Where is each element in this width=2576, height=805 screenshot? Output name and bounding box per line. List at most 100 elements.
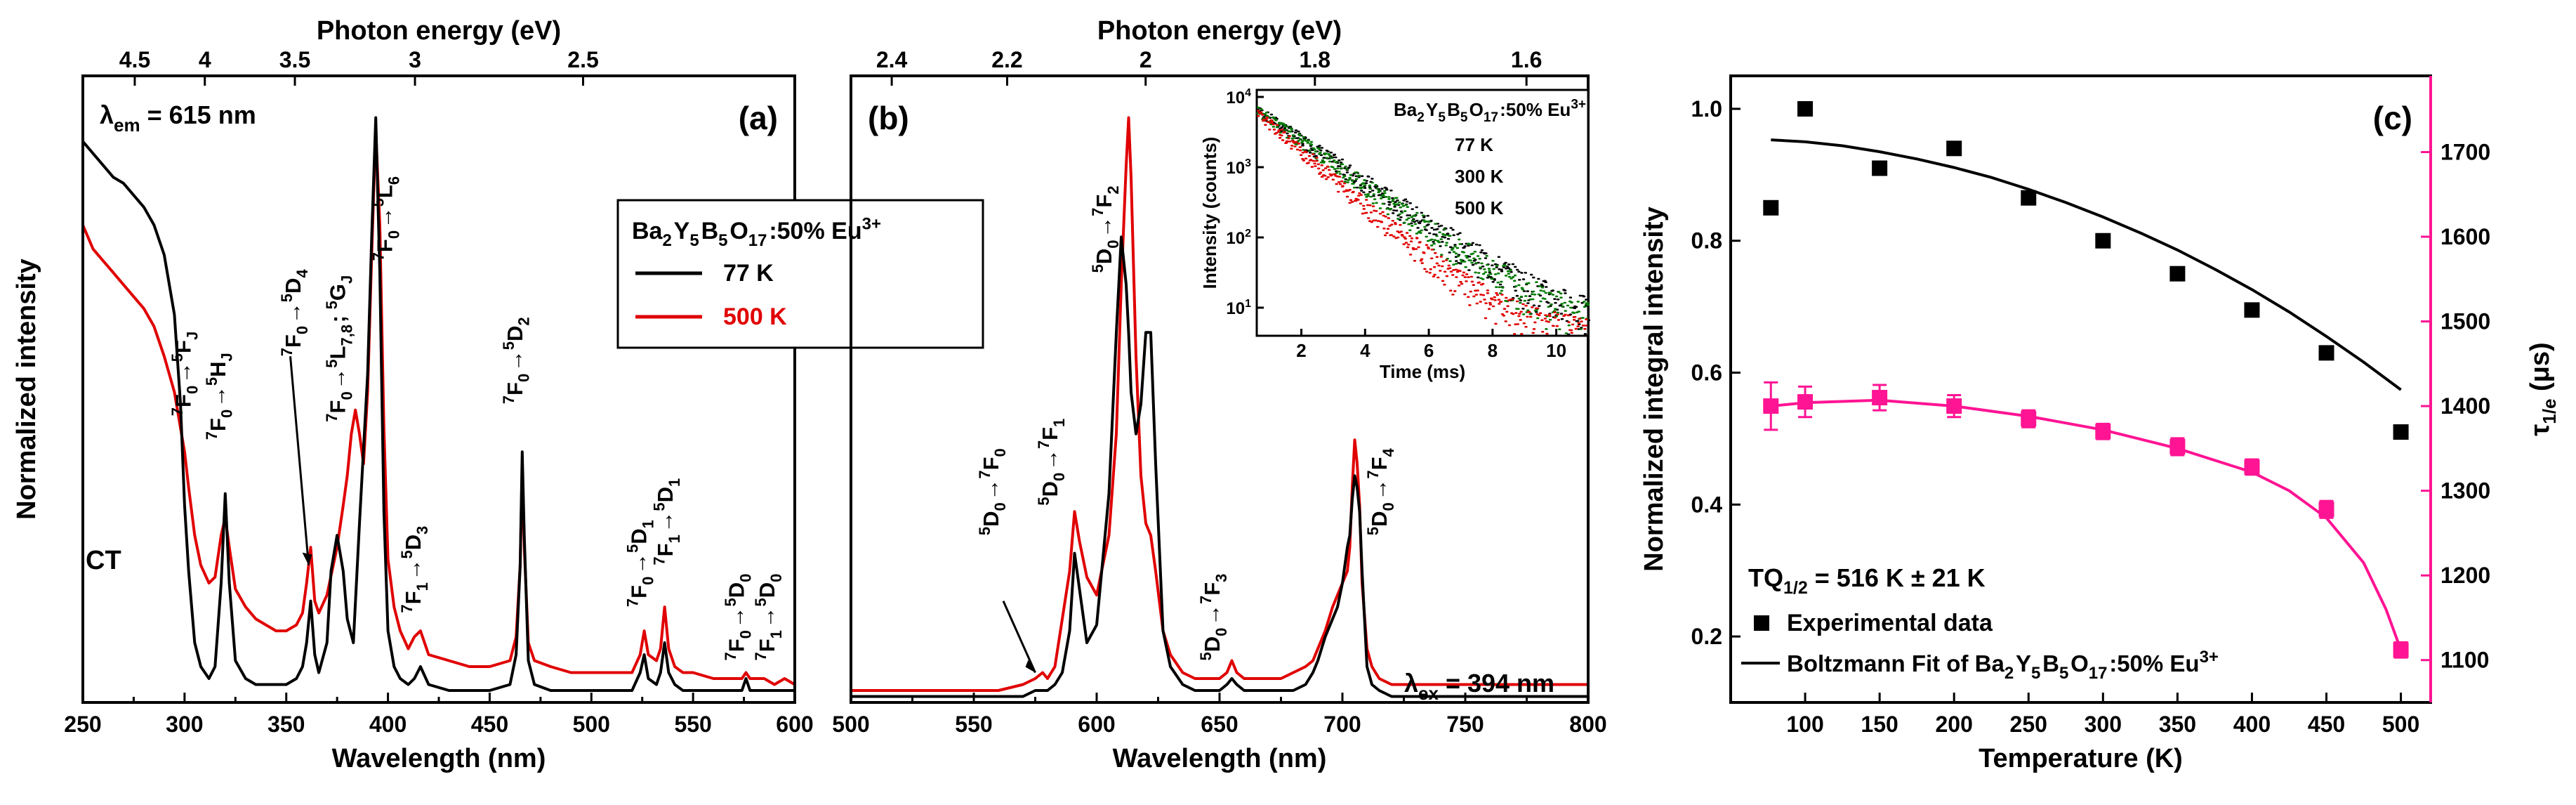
transition-label: 5D0 →7F2 [1089,184,1122,273]
x-tick-label: 800 [1569,712,1606,737]
top-tick-label: 3 [409,47,421,72]
data-point-lifetime [1872,390,1888,406]
x-tick-label: 250 [2010,712,2047,737]
y-tick-label: 0.4 [1691,492,1723,517]
quenching-temperature-label: TQ1/2 = 516 K ± 21 K [1748,563,1986,598]
y-right-tick-label: 1300 [2440,478,2490,504]
top-tick-label: 1.8 [1300,47,1330,72]
data-point-intensity [2244,302,2260,318]
inset-y-axis-title: Intensity (counts) [1199,137,1220,289]
top-tick-label: 1.6 [1511,47,1542,72]
panel-b: 500 550 600 650 700 750 800 2.4 2.2 2 1.8 1.6 Wavele… [832,16,1606,773]
y-tick-label: 0.8 [1691,228,1722,254]
x-tick-label: 300 [2085,712,2122,737]
top-tick-label: 2 [1140,47,1152,72]
transition-label: 7F0 →5D2 [500,315,533,405]
inset-legend-entry: 77 K [1455,134,1493,155]
annotation-arrow [289,356,310,565]
data-point-lifetime [1946,398,1962,414]
y-axis-title: Normalized intensity [12,258,41,520]
inset-series-300-k [1256,106,1590,334]
x-tick-label: 400 [369,712,407,737]
excitation-label: λem = 615 nm [100,100,256,136]
top-tick-label: 2.2 [991,47,1022,72]
top-tick-label: 2.4 [876,47,908,72]
series-line-77-k [851,235,1588,698]
panel-label: (c) [2373,100,2412,136]
y-right-tick-label: 1200 [2440,563,2490,588]
data-point-lifetime [1797,394,1814,410]
transition-label: 7F0 →5HJ [203,351,236,440]
x-tick-label: 200 [1935,712,1972,737]
y-tick-label: 1.0 [1691,96,1722,122]
data-point-lifetime [2393,642,2409,658]
legend-entry: 77 K [723,260,774,287]
data-point-intensity [1872,160,1888,176]
data-point-intensity [2169,266,2186,282]
transition-label: 7F0 →5FJ [169,329,202,416]
annotation-arrowhead [1025,660,1036,673]
y-right-axis-title: τ1/e (μs) [2525,342,2560,436]
x-tick-label: 750 [1446,712,1484,737]
data-point-lifetime [1763,398,1779,414]
top-tick-label: 4 [199,47,211,72]
transition-label: 5D0 →7F3 [1197,572,1230,661]
x-tick-label: 500 [832,712,869,737]
transition-label: 7F0 →5L6 [370,174,403,261]
transition-label: 7F1 →5D3 [398,524,431,613]
inset-legend-entry: 500 K [1455,197,1504,218]
panel-label: (b) [868,100,909,136]
x-tick-label: 300 [166,712,203,737]
x-axis-title: Temperature (K) [1979,744,2183,773]
inset-y-tick-label: 101 [1226,298,1251,318]
ct-label: CT [86,546,121,575]
x-axis-title: Wavelength (nm) [1113,744,1327,773]
data-point-lifetime [2021,411,2037,427]
x-tick-label: 700 [1323,712,1361,737]
transition-label: 5D0 →7F4 [1364,447,1397,536]
top-tick-label: 3.5 [279,47,310,72]
data-point-lifetime [2095,424,2111,440]
y-right-tick-label: 1400 [2440,393,2490,419]
y-right-tick-label: 1700 [2440,139,2490,164]
annotation-arrowhead [302,552,312,565]
legend-entry: 500 K [723,303,787,330]
inset-y-tick-label: 103 [1226,157,1251,178]
excitation-label: λex = 394 nm [1404,669,1554,704]
data-point-intensity [1946,140,1962,157]
panel-c: 100 150 200 250 300 350 400 450 500 0.2 0.4 0.6 0.8 1… [1639,74,2560,773]
transition-label: 5D0 →7F1 [1035,417,1068,506]
panel-label: (a) [739,100,778,136]
x-tick-label: 500 [2382,712,2419,737]
inset-x-tick-label: 10 [1546,340,1566,361]
data-point-intensity [2318,345,2334,361]
panel-a: 250 300 350 400 450 500 550 600 4.5 4 3.5 3 2.5 Wavel… [12,16,984,773]
data-point-intensity [1763,199,1779,216]
x-tick-label: 600 [1078,712,1115,737]
inset-decay: 2 4 6 8 10 101 102 103 104 Time (ms) Intensity (co… [1199,87,1591,382]
transition-label: 5D0 →7F0 [976,447,1009,536]
x-tick-label: 450 [471,712,508,737]
y-right-tick-label: 1600 [2440,224,2490,249]
x-tick-label: 650 [1201,712,1238,737]
transition-label: 7F0 →5L7,8 ; 5GJ [323,273,356,422]
data-point-lifetime [2244,459,2260,475]
top-tick-label: 2.5 [567,47,598,72]
x-tick-label: 100 [1786,712,1823,737]
transition-label: 7F0 →5D1 [624,518,657,608]
annotation-arrow [1002,600,1036,674]
legend-entry: Boltzmann Fit of Ba2 Y5 B5 O17 :50% Eu3+ [1787,648,2219,683]
top-tick-label: 4.5 [119,47,150,72]
inset-series-500-k [1256,110,1588,335]
x-tick-label: 350 [267,712,305,737]
inset-x-tick-label: 6 [1424,340,1434,361]
transition-label: 7F1 →5D0 [752,572,785,661]
x-tick-label: 450 [2308,712,2345,737]
y-tick-label: 0.2 [1691,624,1722,649]
data-point-intensity [2095,233,2111,249]
legend-marker [1754,615,1769,631]
x-tick-label: 500 [573,712,610,737]
top-axis-title: Photon energy (eV) [1097,16,1342,46]
data-point-intensity [2393,424,2409,440]
x-tick-label: 250 [64,712,101,737]
